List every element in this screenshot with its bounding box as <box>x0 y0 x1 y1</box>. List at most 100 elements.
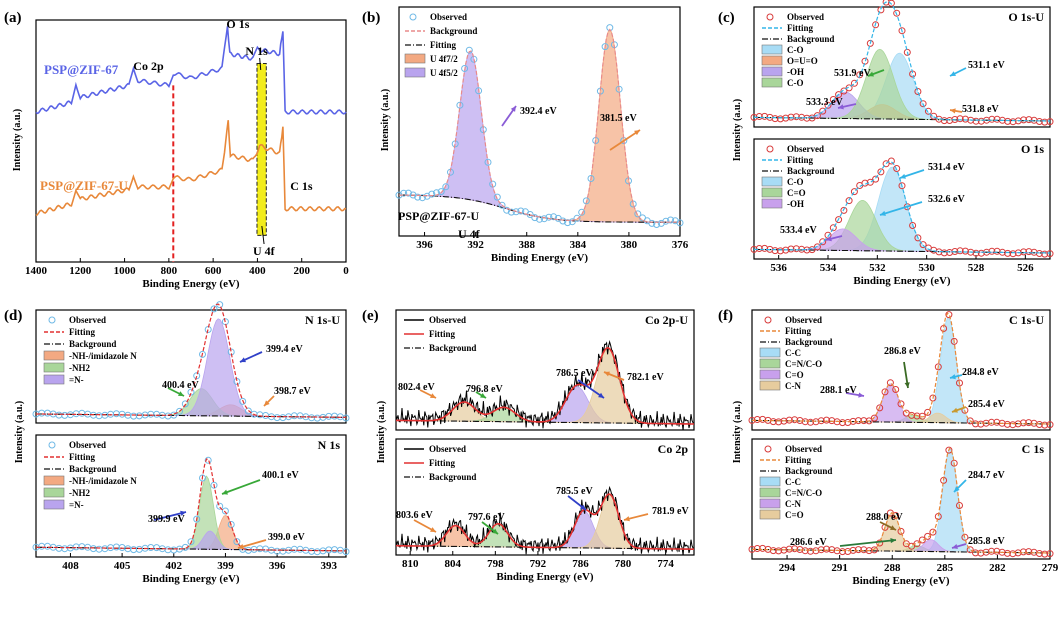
legend-swatch <box>409 13 417 21</box>
observed-point <box>164 546 172 554</box>
observed-point <box>913 412 921 420</box>
observed-point <box>782 114 790 122</box>
observed-point <box>854 546 862 554</box>
observed-point <box>966 417 974 425</box>
observed-point <box>791 416 799 424</box>
observed-point <box>807 418 814 426</box>
background-line-b <box>399 194 680 223</box>
legend-swatch <box>761 198 783 209</box>
annotation-arrowhead-d2-2 <box>238 544 244 550</box>
observed-point <box>313 414 321 422</box>
observed-point <box>755 245 763 252</box>
legend-label: -NH-/imidazole N <box>69 351 137 361</box>
annotation-e2-3: 781.9 eV <box>652 506 689 517</box>
legend-label: C-C <box>785 477 801 487</box>
legend-b: Observed Background Fitting U 4f7/2 U 4f5/2 <box>404 12 477 78</box>
x-axis-label-d2: Binding Energy (eV) <box>142 573 240 585</box>
observed-point <box>771 115 779 123</box>
x-tick-label-b-0: 396 <box>416 239 433 251</box>
observed-point <box>130 546 138 554</box>
axes-frame-e1 <box>395 309 695 431</box>
observed-point <box>1046 250 1054 258</box>
observed-point <box>112 410 120 418</box>
observed-point <box>193 515 201 523</box>
legend-label: Background <box>785 466 832 476</box>
observed-point <box>342 548 350 556</box>
observed-point <box>1041 421 1049 429</box>
annotation-arrow-c2-1 <box>879 201 923 216</box>
panel-title-f2: C 1s <box>1022 442 1045 456</box>
observed-point <box>988 247 996 255</box>
observed-point <box>946 117 954 124</box>
legend-label: Fitting <box>785 326 811 336</box>
observed-point <box>648 219 656 227</box>
observed-point <box>753 545 761 552</box>
observed-point <box>437 188 445 196</box>
legend-label: C-C <box>785 348 801 358</box>
x-tick-label-c2-0: 536 <box>770 262 787 274</box>
x-tick-label-f2-0: 294 <box>779 562 796 574</box>
observed-point <box>870 414 878 422</box>
observed-point <box>1019 548 1027 556</box>
observed-point <box>761 244 769 252</box>
observed-point <box>442 183 450 191</box>
observed-point <box>961 247 969 255</box>
background-line-e1 <box>396 419 694 425</box>
observed-point <box>967 248 975 256</box>
y-axis-label-f: Intensity (a.u.) <box>732 401 743 464</box>
observed-point <box>972 117 980 125</box>
x-tick-label-c2-2: 532 <box>869 262 886 274</box>
observed-point <box>170 546 178 554</box>
fitting-line-e1 <box>396 346 694 425</box>
annotation-arrowhead-e1-3 <box>604 371 610 377</box>
observed-point <box>1046 118 1054 126</box>
observed-point <box>153 410 161 418</box>
observed-point <box>860 546 868 554</box>
observed-point <box>850 188 858 196</box>
observed-point <box>792 245 800 253</box>
observed-point <box>331 546 338 554</box>
observed-point <box>676 219 684 227</box>
annotation-b-1: 381.5 eV <box>600 113 637 124</box>
observed-point <box>950 337 958 345</box>
observed-point <box>187 538 195 546</box>
observed-point <box>792 113 800 121</box>
observed-point <box>72 410 80 418</box>
annotation-arrowhead-d1-0 <box>240 357 246 363</box>
legend-label: O=U=O <box>787 56 818 66</box>
observed-point <box>55 411 63 419</box>
legend-label: -OH <box>787 67 804 77</box>
observed-point <box>893 165 901 172</box>
observed-point <box>824 231 832 239</box>
legend-label: C=O <box>787 188 806 198</box>
annotation-arrowhead-f2-0 <box>954 486 960 492</box>
legend-label: Background <box>787 166 834 176</box>
x-tick-label-a-3: 800 <box>161 265 178 277</box>
observed-point <box>945 311 953 319</box>
observed-point <box>813 243 821 251</box>
observed-point <box>945 446 953 454</box>
observed-point <box>493 193 501 201</box>
observed-point <box>1046 550 1054 558</box>
legend-label: Background <box>430 26 477 36</box>
observed-point <box>244 546 252 554</box>
legend-label: Fitting <box>69 452 95 462</box>
observed-point <box>578 208 586 216</box>
axes-frame-d1 <box>35 309 347 424</box>
observed-point <box>930 112 938 120</box>
legend-swatch <box>761 176 783 187</box>
observed-point <box>540 215 548 223</box>
observed-point <box>956 115 964 123</box>
annotation-arrowhead-c2-1 <box>880 210 886 216</box>
observed-point <box>887 0 895 7</box>
legend-swatch <box>759 498 781 509</box>
observed-point <box>564 219 572 227</box>
observed-point <box>290 412 298 420</box>
x-tick-label-b-2: 388 <box>518 239 535 251</box>
observed-point <box>55 544 63 552</box>
legend-swatch <box>43 475 65 486</box>
x-tick-label-b-5: 376 <box>672 239 689 251</box>
annotation-d1-2: 398.7 eV <box>274 386 311 397</box>
x-tick-label-f2-1: 291 <box>831 562 848 574</box>
